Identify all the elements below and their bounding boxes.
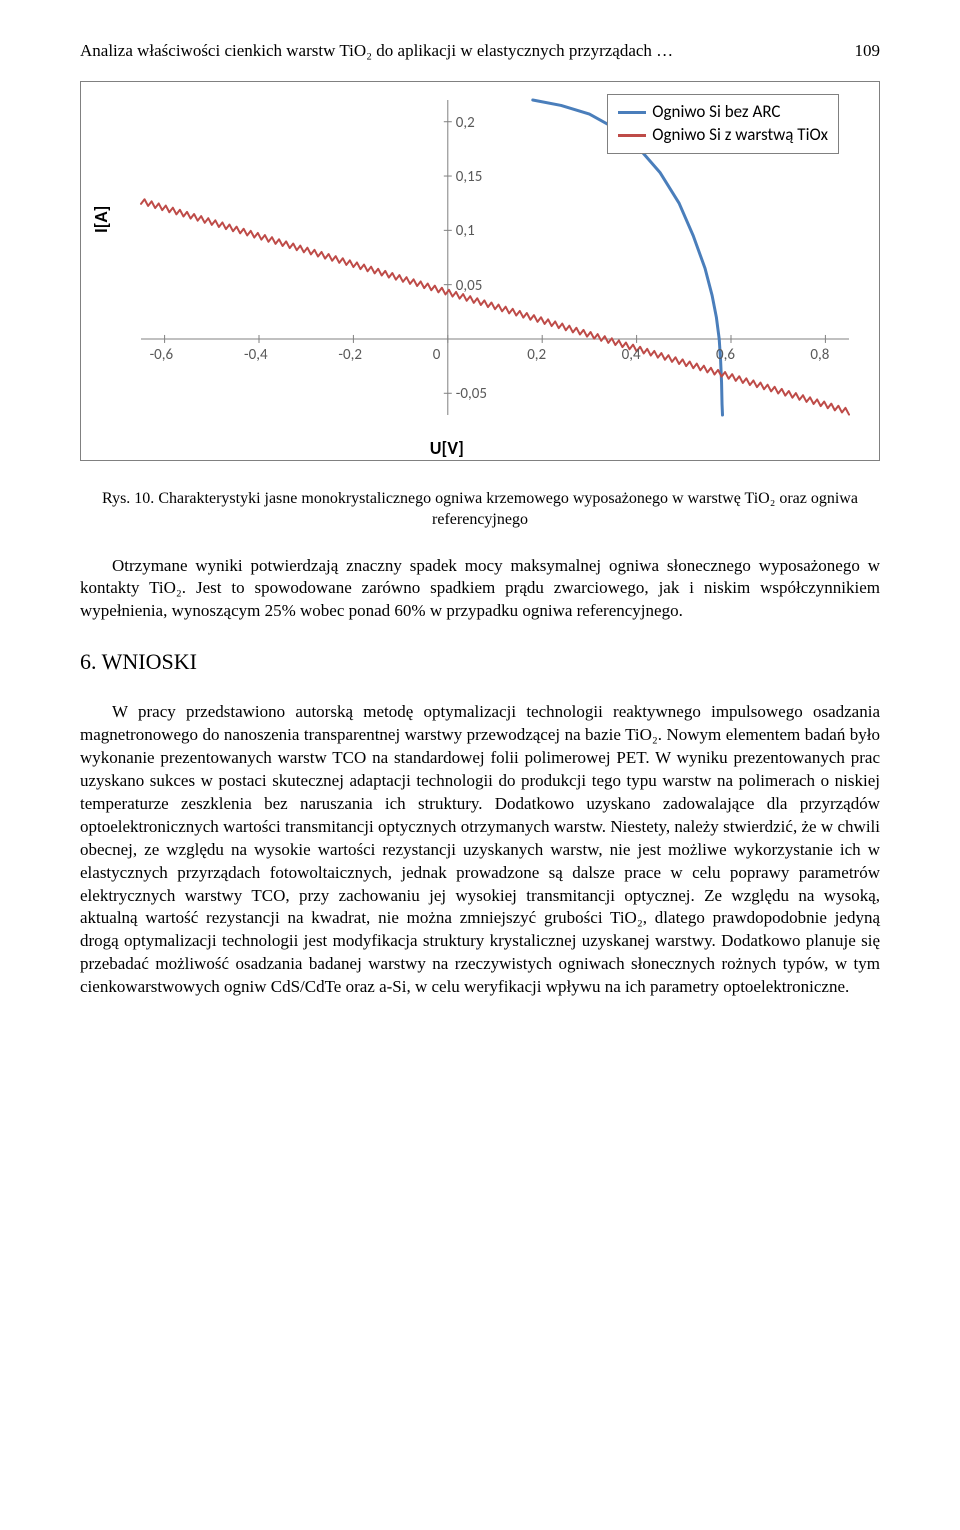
legend-label: Ogniwo Si bez ARC: [652, 101, 780, 124]
x-tick-label: 0,6: [716, 345, 735, 365]
iv-chart: I[A] U[V] Ogniwo Si bez ARCOgniwo Si z w…: [80, 81, 880, 461]
y-tick-label: -0,05: [456, 384, 487, 404]
y-axis-label: I[A]: [89, 206, 113, 233]
y-tick-label: 0,05: [456, 276, 483, 296]
y-tick-label: 0,15: [456, 167, 483, 187]
chart-legend: Ogniwo Si bez ARCOgniwo Si z warstwą TiO…: [607, 94, 839, 154]
x-tick-label: 0: [433, 345, 441, 365]
legend-item: Ogniwo Si z warstwą TiOx: [618, 124, 828, 147]
x-tick-label: -0,4: [244, 345, 268, 365]
running-header: Analiza właściwości cienkich warstw TiO₂…: [80, 40, 880, 63]
legend-swatch: [618, 111, 646, 114]
figure-caption-prefix: Rys. 10.: [102, 490, 154, 507]
legend-label: Ogniwo Si z warstwą TiOx: [652, 124, 828, 147]
legend-item: Ogniwo Si bez ARC: [618, 101, 828, 124]
figure-caption: Rys. 10. Charakterystyki jasne monokryst…: [100, 489, 860, 531]
legend-swatch: [618, 134, 646, 137]
x-axis-label: U[V]: [430, 436, 464, 460]
x-tick-label: 0,4: [622, 345, 641, 365]
running-title: Analiza właściwości cienkich warstw TiO₂…: [80, 40, 673, 63]
paragraph-results: Otrzymane wyniki potwierdzają znaczny sp…: [80, 555, 880, 624]
x-tick-label: 0,8: [810, 345, 829, 365]
x-tick-label: -0,2: [338, 345, 362, 365]
paragraph-conclusions: W pracy przedstawiono autorską metodę op…: [80, 701, 880, 999]
y-tick-label: 0,2: [456, 113, 475, 133]
x-tick-label: -0,6: [150, 345, 174, 365]
section-heading-conclusions: 6. WNIOSKI: [80, 647, 880, 677]
page-number: 109: [855, 40, 881, 63]
x-tick-label: 0,2: [527, 345, 546, 365]
figure-caption-text: Charakterystyki jasne monokrystalicznego…: [154, 490, 858, 528]
y-tick-label: 0,1: [456, 221, 475, 241]
